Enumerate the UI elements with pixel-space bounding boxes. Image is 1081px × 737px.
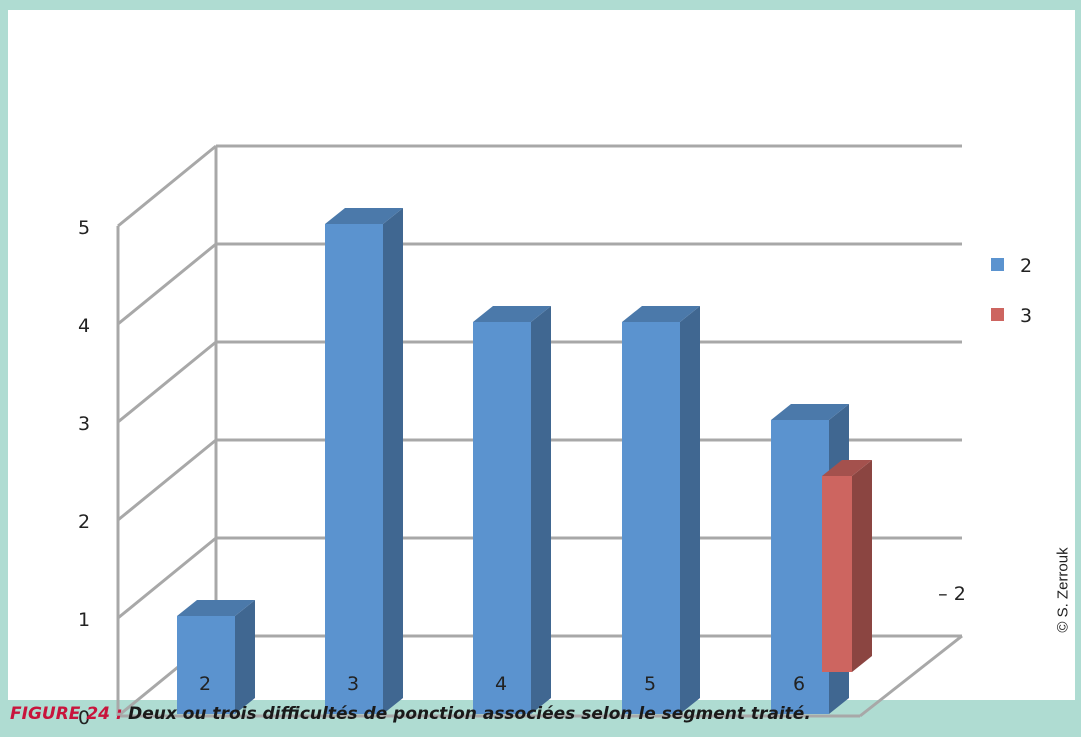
x-tick-label: 6 xyxy=(793,673,805,695)
gridline-side xyxy=(117,340,217,424)
y-tick-label: 1 xyxy=(78,609,90,631)
bar-top xyxy=(771,404,849,420)
y-tick-label: 0 xyxy=(78,707,90,729)
x-tick-label: 3 xyxy=(347,673,359,695)
bar-side xyxy=(383,208,403,714)
bar-top xyxy=(622,306,700,322)
figure-caption-text: Deux ou trois difficultés de ponction as… xyxy=(128,704,811,724)
legend: 23 xyxy=(991,255,1032,327)
labels-layer: 0 1 2 3 4 5 2 3 4 5 6 – 2 xyxy=(78,217,966,729)
depth-axis-label: – 2 xyxy=(938,583,966,605)
bar-top xyxy=(473,306,551,322)
figure-caption: FIGURE 24 : Deux ou trois difficultés de… xyxy=(10,704,811,724)
bars-layer xyxy=(177,208,872,714)
copyright-credit: © S. Zerrouk xyxy=(1054,547,1072,633)
floor-right-edge xyxy=(859,634,963,718)
gridline-side xyxy=(117,242,217,326)
y-tick-label: 4 xyxy=(78,315,90,337)
bar-series-3 xyxy=(822,476,852,672)
gridline-side xyxy=(117,536,217,620)
bar-series-2 xyxy=(771,420,829,714)
bar-series-2 xyxy=(325,224,383,714)
bar-series-2 xyxy=(622,322,680,714)
bar-side xyxy=(235,600,255,714)
legend-swatch xyxy=(991,308,1004,321)
gridline-side xyxy=(117,144,217,228)
bar-top xyxy=(325,208,403,224)
figure-caption-label: FIGURE 24 : xyxy=(10,704,123,724)
bar-side xyxy=(531,306,551,714)
bar-series-2 xyxy=(473,322,531,714)
bar-side xyxy=(680,306,700,714)
x-tick-label: 5 xyxy=(644,673,656,695)
bar-top xyxy=(822,460,872,476)
bar-top xyxy=(177,600,255,616)
bar-series-2 xyxy=(177,616,235,714)
x-tick-label: 2 xyxy=(199,673,211,695)
legend-label: 2 xyxy=(1020,255,1032,277)
y-tick-label: 2 xyxy=(78,511,90,533)
gridline-side xyxy=(117,438,217,522)
legend-swatch xyxy=(991,258,1004,271)
y-tick-label: 3 xyxy=(78,413,90,435)
legend-label: 3 xyxy=(1020,305,1032,327)
bar-side xyxy=(852,460,872,672)
y-tick-label: 5 xyxy=(78,217,90,239)
x-tick-label: 4 xyxy=(495,673,507,695)
